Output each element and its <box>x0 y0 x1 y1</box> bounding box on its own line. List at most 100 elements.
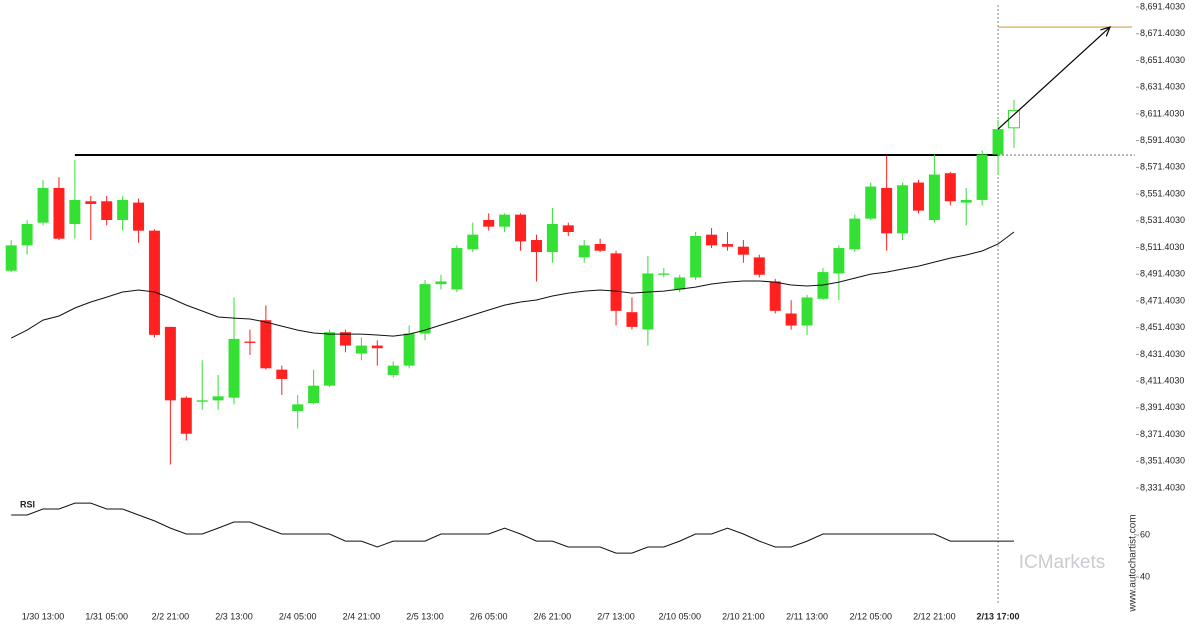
candle-body <box>85 201 97 204</box>
y-tick-label: 8,691.4030 <box>1140 1 1185 11</box>
candle-body <box>610 253 622 311</box>
candle-body <box>419 284 431 334</box>
y-tick-label: 8,551.4030 <box>1140 188 1185 198</box>
projection-arrow <box>997 26 1111 130</box>
y-tick-label: 8,451.4030 <box>1140 322 1185 332</box>
y-tick-label: 8,591.4030 <box>1140 135 1185 145</box>
candle-body <box>260 320 272 369</box>
x-tick-label: 2/6 05:00 <box>470 611 508 621</box>
candle-body <box>403 333 415 366</box>
candle-body <box>944 173 956 202</box>
x-tick-label: 2/10 05:00 <box>658 611 701 621</box>
candle-body <box>992 129 1004 155</box>
candle-body <box>308 385 320 404</box>
candle-body <box>180 397 192 434</box>
candle-body <box>658 273 670 275</box>
candle-body <box>371 345 383 349</box>
candle-body <box>881 187 893 234</box>
candle-body <box>228 338 240 398</box>
candle-body <box>1007 109 1020 129</box>
x-tick-label: 2/12 05:00 <box>849 611 892 621</box>
candle-body <box>769 281 781 311</box>
x-tick-label: 2/11 13:00 <box>786 611 828 621</box>
candle-body <box>578 245 590 258</box>
candle-body <box>212 396 224 401</box>
candle-body <box>387 365 399 375</box>
candle-body <box>546 223 558 253</box>
y-tick-label: 8,491.4030 <box>1140 269 1185 279</box>
candle-body <box>339 332 351 346</box>
x-tick-label: 2/13 17:00 <box>977 611 1020 621</box>
candle-body <box>37 187 49 223</box>
candle-body <box>244 341 256 343</box>
y-tick-label: 8,371.4030 <box>1140 429 1185 439</box>
candle-body <box>721 244 733 247</box>
candle-body <box>801 297 813 326</box>
candle-body <box>594 244 606 251</box>
candle-body <box>324 332 336 386</box>
candle-body <box>21 223 33 246</box>
candle-body <box>148 230 160 335</box>
y-tick-label: 8,351.4030 <box>1140 456 1185 466</box>
candle-body <box>435 281 447 285</box>
rsi-tick-label: 40 <box>1140 571 1150 581</box>
candle-body <box>53 187 65 239</box>
candle-body <box>753 257 765 275</box>
y-tick-label: 8,631.4030 <box>1140 82 1185 92</box>
candle-body <box>912 182 924 211</box>
candle-body <box>101 201 113 220</box>
y-tick-label: 8,391.4030 <box>1140 402 1185 412</box>
x-tick-label: 2/4 05:00 <box>279 611 317 621</box>
arrow-head <box>1100 26 1112 37</box>
x-tick-label: 2/3 13:00 <box>215 611 253 621</box>
candle-body <box>865 186 877 219</box>
candle-body <box>690 236 702 278</box>
rsi-line <box>11 502 1014 554</box>
x-tick-label: 2/2 21:00 <box>152 611 190 621</box>
rsi-label: RSI <box>20 499 35 509</box>
candle-body <box>355 345 367 354</box>
candle-body <box>897 185 909 234</box>
x-tick-label: 2/7 13:00 <box>597 611 635 621</box>
y-tick-label: 8,331.4030 <box>1140 482 1185 492</box>
rsi-tick-label: 60 <box>1140 529 1150 539</box>
y-tick-label: 8,411.4030 <box>1140 375 1184 385</box>
candle-body <box>117 199 129 220</box>
candle-body <box>562 225 574 233</box>
candle-body <box>928 174 940 220</box>
x-tick-label: 2/5 13:00 <box>406 611 444 621</box>
x-tick-label: 1/30 13:00 <box>22 611 65 621</box>
y-tick-label: 8,511.4030 <box>1140 242 1184 252</box>
candle-body <box>276 369 288 379</box>
candle-body <box>515 214 527 242</box>
candle-body <box>737 246 749 255</box>
candle-body <box>976 154 988 200</box>
candle-body <box>467 234 479 250</box>
candle-body <box>833 248 845 274</box>
source: www.autochartist.com <box>1128 514 1139 612</box>
candle-body <box>292 404 304 412</box>
candle-body <box>133 202 145 231</box>
y-tick-label: 8,471.4030 <box>1140 295 1185 305</box>
candle-body <box>785 313 797 326</box>
candle-body <box>960 199 972 203</box>
watermark: ICMarkets <box>1019 552 1106 573</box>
y-tick-label: 8,611.4030 <box>1140 108 1184 118</box>
candle-body <box>849 218 861 250</box>
candle-body <box>626 312 638 327</box>
x-tick-label: 2/4 21:00 <box>343 611 381 621</box>
candle-body <box>499 214 511 227</box>
y-tick-label: 8,651.4030 <box>1140 55 1185 65</box>
y-tick-label: 8,431.4030 <box>1140 349 1185 359</box>
candle-body <box>706 234 718 246</box>
y-tick-label: 8,571.4030 <box>1140 162 1185 172</box>
y-tick-label: 8,671.4030 <box>1140 28 1185 38</box>
candle-body <box>451 248 463 290</box>
candle-body <box>674 277 686 290</box>
candle-body <box>530 240 542 253</box>
candle-body <box>5 245 17 271</box>
candle-body <box>164 326 176 401</box>
x-tick-label: 2/10 21:00 <box>722 611 765 621</box>
x-tick-label: 2/6 21:00 <box>534 611 572 621</box>
